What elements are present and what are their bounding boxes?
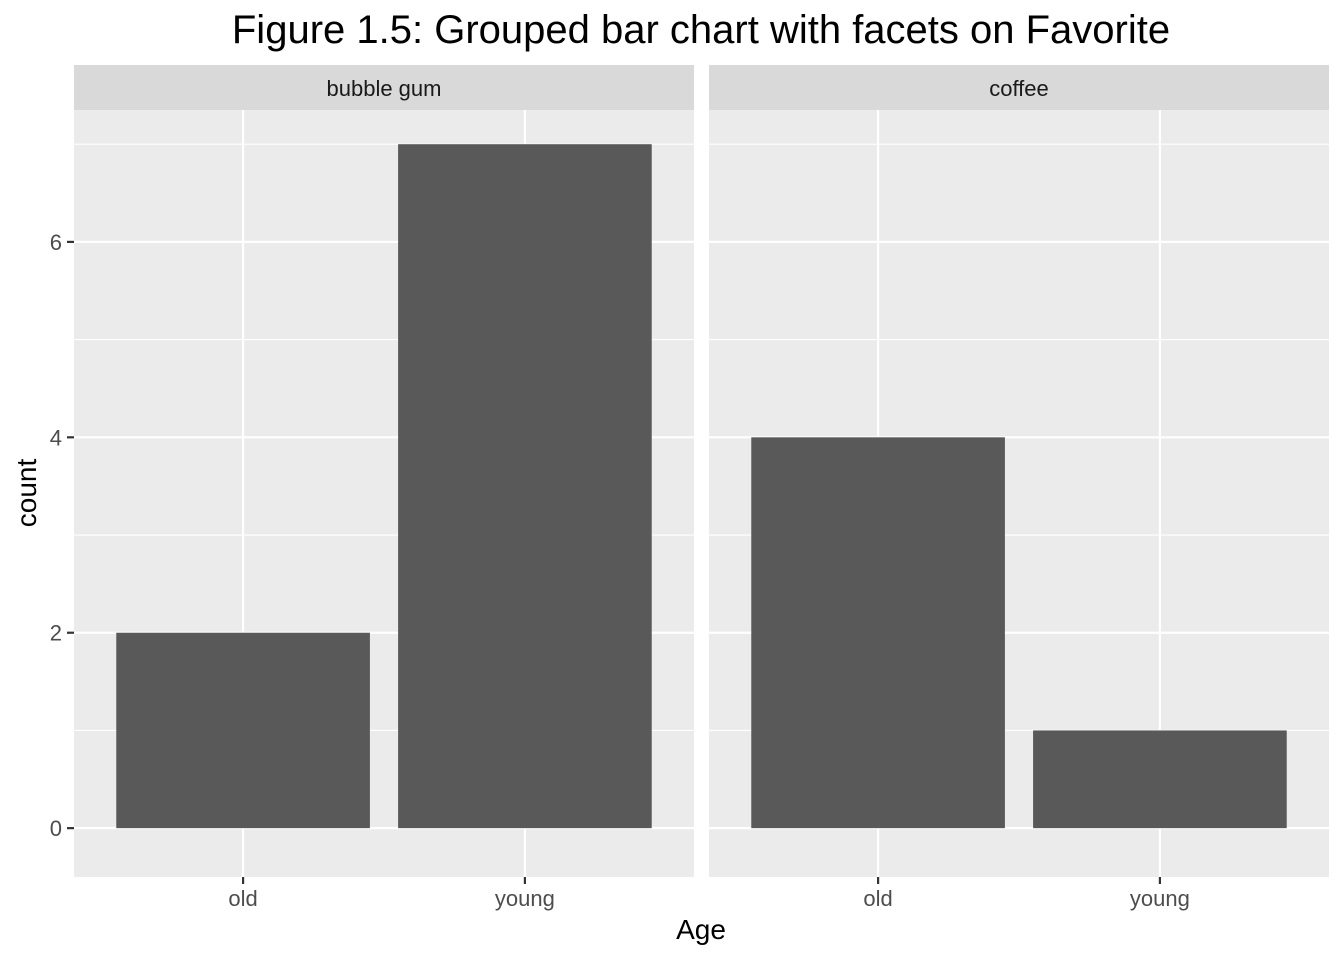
facet-strip [709, 65, 1329, 110]
facet-panel-1: coffee old young [709, 65, 1329, 911]
x-tick-label: young [495, 886, 555, 911]
bar-old [116, 632, 370, 829]
chart-title: Figure 1.5: Grouped bar chart with facet… [232, 8, 1170, 52]
y-axis: 0 2 4 6 [50, 230, 74, 841]
bar-old [751, 437, 1005, 829]
y-tick-label: 2 [50, 621, 62, 646]
facet-strip-label: bubble gum [327, 76, 442, 101]
bar-young [1033, 730, 1287, 829]
x-tick-label: old [863, 886, 892, 911]
y-tick-label: 6 [50, 230, 62, 255]
facet-panel-0: bubble gum old young [74, 65, 694, 911]
facet-strip-label: coffee [989, 76, 1049, 101]
x-tick-label: old [228, 886, 257, 911]
x-axis-title: Age [676, 914, 726, 945]
x-tick-label: young [1130, 886, 1190, 911]
bar-young [398, 144, 652, 829]
facet-strip [74, 65, 694, 110]
y-axis-title: count [11, 459, 42, 528]
facets-layer: bubble gum old young coffee old young [74, 65, 1329, 911]
y-tick-label: 4 [50, 425, 62, 450]
y-tick-label: 0 [50, 816, 62, 841]
